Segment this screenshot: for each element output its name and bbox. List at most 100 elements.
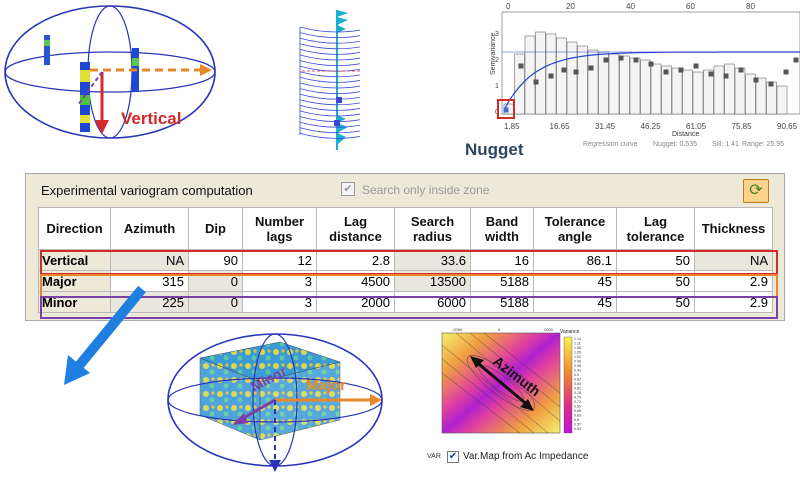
variogram-point [663, 69, 669, 75]
variogram-point [708, 71, 714, 77]
cell-direction: Vertical [38, 249, 111, 271]
variogram-point [533, 79, 539, 85]
varmap-x-tick: -2000 [452, 327, 463, 332]
variogram-point [768, 81, 774, 87]
cell-lag-distance[interactable]: 2000 [316, 291, 395, 313]
bottom-tick-label: 75.85 [732, 122, 753, 131]
cone-arc [299, 32, 360, 38]
cell-dip[interactable]: 0 [188, 270, 243, 292]
cell-number-lags[interactable]: 12 [242, 249, 317, 271]
col-band-width[interactable]: Band width [470, 207, 534, 250]
y-tick-label: 3 [495, 31, 499, 38]
cell-lag-tolerance[interactable]: 50 [616, 249, 695, 271]
cell-search-radius[interactable]: 33.6 [394, 249, 471, 271]
cell-azimuth[interactable]: NA [110, 249, 189, 271]
col-azimuth[interactable]: Azimuth [110, 207, 189, 250]
variogram-point [548, 73, 554, 79]
variogram-point [561, 67, 567, 73]
cell-band-width[interactable]: 5188 [470, 270, 534, 292]
variogram-point [518, 63, 524, 69]
cell-search-radius[interactable]: 6000 [394, 291, 471, 313]
histogram-bar [703, 69, 714, 115]
histogram-bar [535, 31, 546, 115]
histogram-bar [577, 45, 588, 115]
col-tolerance-angle[interactable]: Tolerance angle [533, 207, 617, 250]
col-thickness[interactable]: Thickness [694, 207, 773, 250]
bottom-tick-label: 90.65 [777, 122, 798, 131]
blue-pointer-arrow [64, 285, 146, 385]
cone-arc [299, 26, 360, 33]
cell-thickness[interactable]: 2.9 [694, 270, 773, 292]
histogram-bar [734, 67, 746, 115]
cell-lag-tolerance[interactable]: 50 [616, 270, 695, 292]
varmap-legend-value: 0.54 [574, 427, 581, 431]
varmap-checkbox[interactable]: ✔ [447, 451, 459, 463]
vertical-ellipsoid-figure: Vertical [4, 5, 216, 139]
top-tick-label: 60 [686, 2, 695, 11]
cell-band-width[interactable]: 16 [470, 249, 534, 271]
histogram-bar [776, 85, 788, 115]
variogram-point [588, 65, 594, 71]
col-lag-distance[interactable]: Lag distance [316, 207, 395, 250]
cell-number-lags[interactable]: 3 [242, 291, 317, 313]
cone-arc [299, 71, 360, 78]
cone-arc [299, 127, 360, 134]
histogram-bar [619, 55, 630, 115]
table-row[interactable]: Vertical NA 90 12 2.8 33.6 16 86.1 50 NA [38, 249, 773, 271]
cell-thickness[interactable]: NA [694, 249, 773, 271]
col-direction[interactable]: Direction [38, 207, 111, 250]
variogram-point [503, 107, 509, 113]
cell-tolerance-angle[interactable]: 45 [533, 291, 617, 313]
cell-dip[interactable]: 0 [188, 291, 243, 313]
col-lag-tolerance[interactable]: Lag tolerance [616, 207, 695, 250]
cone-arc [299, 60, 360, 66]
cell-thickness[interactable]: 2.9 [694, 291, 773, 313]
cell-search-radius[interactable]: 13500 [394, 270, 471, 292]
variogram-point [723, 73, 729, 79]
cell-lag-tolerance[interactable]: 50 [616, 291, 695, 313]
cell-tolerance-angle[interactable]: 45 [533, 270, 617, 292]
varmap-legend-value: 0.81 [574, 387, 581, 391]
varmap-legend-value: 0.84 [574, 382, 581, 386]
cone-arc [299, 65, 360, 72]
refresh-icon: ⟳ [749, 182, 763, 199]
zone-checkbox[interactable]: ✔ [341, 182, 355, 196]
cell-lag-distance[interactable]: 4500 [316, 270, 395, 292]
y-tick-label: 2 [495, 57, 499, 64]
bottom-tick-label: 1.85 [504, 122, 520, 131]
varmap-legend-value: 0.66 [574, 409, 581, 413]
variogram-y-label: Semivariance [490, 32, 497, 75]
cell-tolerance-angle[interactable]: 86.1 [533, 249, 617, 271]
histogram-bar [755, 77, 767, 115]
zone-checkbox-label: Search only inside zone [362, 183, 490, 197]
varmap-legend-value: 0.72 [574, 400, 581, 404]
panel-title: Experimental variogram computation [41, 183, 253, 198]
cell-band-width[interactable]: 5188 [470, 291, 534, 313]
varmap-legend-value: 0.6 [574, 418, 579, 422]
y-tick-label: 1 [495, 83, 499, 90]
varmap-legend-value: 1.08 [574, 346, 581, 350]
cone-arc [299, 116, 360, 122]
varmap-var-label: VAR [427, 453, 441, 460]
varmap-legend-value: 0.96 [574, 364, 581, 368]
bottom-tick-label: 61.05 [686, 122, 707, 131]
search-cone-figure [299, 10, 360, 150]
col-number-lags[interactable]: Number lags [242, 207, 317, 250]
col-search-radius[interactable]: Search radius [394, 207, 471, 250]
histogram-bar [724, 63, 735, 115]
cell-dip[interactable]: 90 [188, 249, 243, 271]
varmap-legend-value: 0.78 [574, 391, 581, 395]
cell-number-lags[interactable]: 3 [242, 270, 317, 292]
cone-arc [299, 49, 360, 55]
col-dip[interactable]: Dip [188, 207, 243, 250]
varmap-checkbox-label: Var.Map from Ac Impedance [463, 451, 589, 462]
variogram-point [618, 55, 624, 61]
varmap-x-tick: 0 [498, 327, 501, 332]
varmap-legend-value: 1.11 [574, 342, 581, 346]
variogram-point [783, 69, 789, 75]
cell-lag-distance[interactable]: 2.8 [316, 249, 395, 271]
variogram-nugget-value: Nugget: 0.535 [653, 141, 697, 148]
top-tick-label: 20 [566, 2, 575, 11]
refresh-button[interactable]: ⟳ [743, 179, 769, 203]
major-figure-label: Major [306, 377, 346, 394]
